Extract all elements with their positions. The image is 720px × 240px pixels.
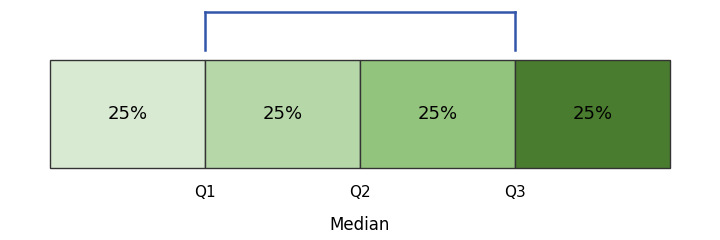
Text: Q3: Q3 bbox=[504, 185, 526, 200]
Text: 25%: 25% bbox=[108, 105, 148, 123]
Text: 25%: 25% bbox=[418, 105, 457, 123]
Text: Q2: Q2 bbox=[349, 185, 371, 200]
Text: Q1: Q1 bbox=[194, 185, 216, 200]
Bar bbox=[360, 60, 515, 168]
Text: Median: Median bbox=[330, 216, 390, 234]
Text: 25%: 25% bbox=[572, 105, 612, 123]
Bar bbox=[50, 60, 205, 168]
Bar bbox=[515, 60, 670, 168]
Text: 25%: 25% bbox=[263, 105, 302, 123]
Bar bbox=[205, 60, 360, 168]
